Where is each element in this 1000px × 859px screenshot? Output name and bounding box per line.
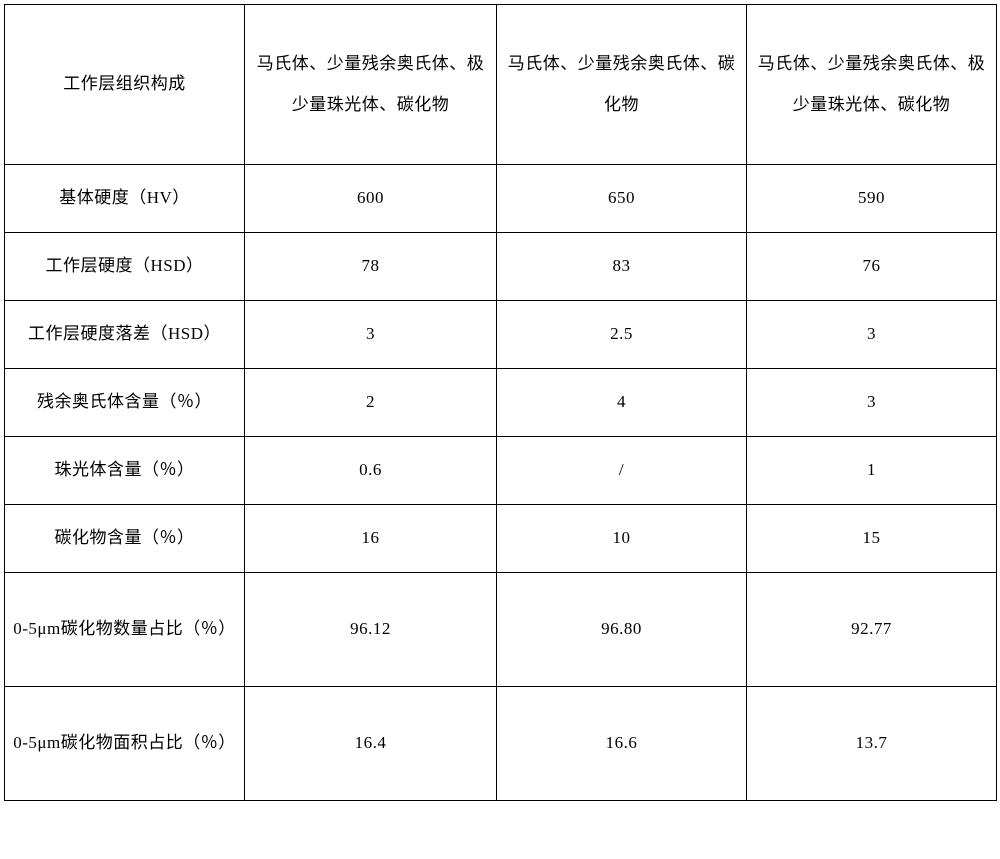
- row-label: 残余奥氏体含量（％）: [5, 369, 245, 437]
- row-label: 0-5μm碳化物数量占比（％）: [5, 573, 245, 687]
- cell-value: 83: [497, 233, 747, 301]
- row-label: 工作层硬度落差（HSD）: [5, 301, 245, 369]
- cell-value: 16: [245, 505, 497, 573]
- cell-value: 10: [497, 505, 747, 573]
- table-row: 0-5μm碳化物面积占比（％） 16.4 16.6 13.7: [5, 687, 997, 801]
- cell-value: 600: [245, 165, 497, 233]
- table-row: 0-5μm碳化物数量占比（％） 96.12 96.80 92.77: [5, 573, 997, 687]
- cell-value: 2.5: [497, 301, 747, 369]
- row-label: 工作层硬度（HSD）: [5, 233, 245, 301]
- cell-value: 650: [497, 165, 747, 233]
- cell-value: 马氏体、少量残余奥氏体、极少量珠光体、碳化物: [245, 5, 497, 165]
- cell-value: 0.6: [245, 437, 497, 505]
- cell-value: 3: [747, 301, 997, 369]
- table-row: 珠光体含量（％） 0.6 / 1: [5, 437, 997, 505]
- table-row: 残余奥氏体含量（％） 2 4 3: [5, 369, 997, 437]
- cell-value: 马氏体、少量残余奥氏体、碳化物: [497, 5, 747, 165]
- cell-value: 2: [245, 369, 497, 437]
- table-row: 基体硬度（HV） 600 650 590: [5, 165, 997, 233]
- row-label: 0-5μm碳化物面积占比（％）: [5, 687, 245, 801]
- cell-value: 590: [747, 165, 997, 233]
- data-table: 工作层组织构成 马氏体、少量残余奥氏体、极少量珠光体、碳化物 马氏体、少量残余奥…: [4, 4, 997, 801]
- table-row: 工作层组织构成 马氏体、少量残余奥氏体、极少量珠光体、碳化物 马氏体、少量残余奥…: [5, 5, 997, 165]
- cell-value: 1: [747, 437, 997, 505]
- cell-value: 3: [747, 369, 997, 437]
- cell-value: 78: [245, 233, 497, 301]
- cell-value: 96.80: [497, 573, 747, 687]
- cell-value: 3: [245, 301, 497, 369]
- table-row: 碳化物含量（％） 16 10 15: [5, 505, 997, 573]
- cell-value: 16.6: [497, 687, 747, 801]
- row-label: 工作层组织构成: [5, 5, 245, 165]
- table-row: 工作层硬度落差（HSD） 3 2.5 3: [5, 301, 997, 369]
- row-label: 碳化物含量（％）: [5, 505, 245, 573]
- cell-value: 13.7: [747, 687, 997, 801]
- cell-value: 4: [497, 369, 747, 437]
- cell-value: 16.4: [245, 687, 497, 801]
- table-row: 工作层硬度（HSD） 78 83 76: [5, 233, 997, 301]
- cell-value: 92.77: [747, 573, 997, 687]
- cell-value: 76: [747, 233, 997, 301]
- cell-value: 马氏体、少量残余奥氏体、极少量珠光体、碳化物: [747, 5, 997, 165]
- row-label: 珠光体含量（％）: [5, 437, 245, 505]
- row-label: 基体硬度（HV）: [5, 165, 245, 233]
- cell-value: 96.12: [245, 573, 497, 687]
- cell-value: 15: [747, 505, 997, 573]
- cell-value: /: [497, 437, 747, 505]
